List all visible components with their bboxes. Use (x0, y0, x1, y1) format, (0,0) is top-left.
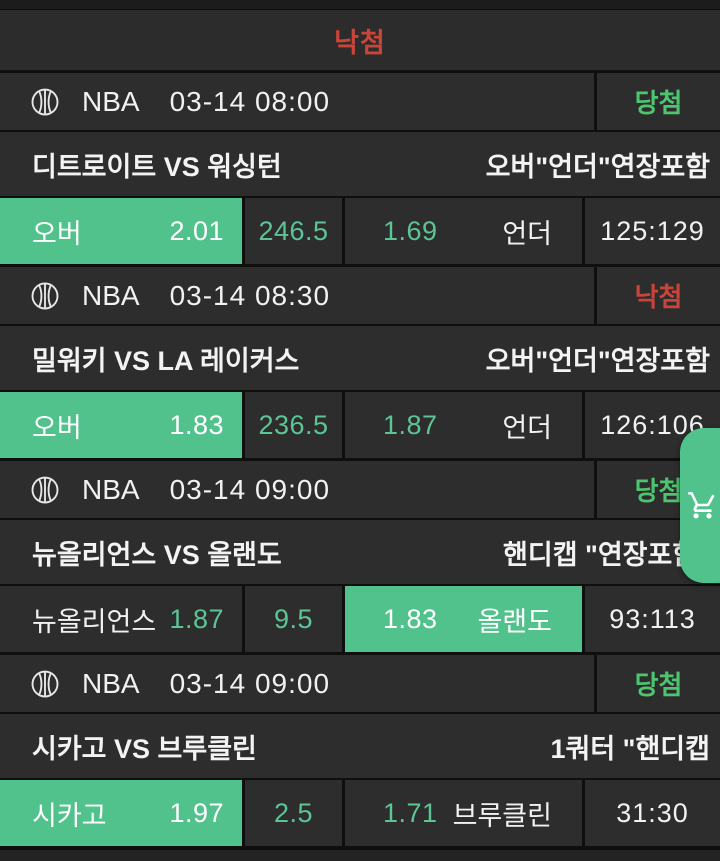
bet-option-left[interactable]: 시카고 1.97 (0, 780, 245, 846)
bet-option-label: 브루클린 (452, 800, 552, 831)
result-text: 당첨 (634, 670, 683, 700)
overall-result-text: 낙첨 (334, 27, 386, 58)
bet-option-odds: 1.87 (383, 409, 438, 440)
bet-option-label: 올랜도 (477, 606, 552, 637)
matchup-row: 시카고 VS 브루클린 1쿼터 "핸디캡 (0, 714, 720, 780)
bet-option-label: 오버 (32, 218, 82, 249)
bet-option-odds: 1.87 (169, 603, 224, 634)
game-card: NBA 03-14 09:00 당첨 시카고 VS 브루클린 1쿼터 "핸디캡 … (0, 655, 720, 849)
game-card: NBA 03-14 08:00 당첨 디트로이트 VS 워싱턴 오버"언더"연장… (0, 73, 720, 267)
matchup-teams: 디트로이트 VS 워싱턴 (32, 151, 282, 182)
game-header-row: NBA 03-14 08:00 당첨 (0, 73, 720, 132)
top-divider (0, 0, 720, 10)
cart-icon (687, 490, 718, 521)
result-text: 낙첨 (634, 282, 683, 312)
matchup-row: 밀워키 VS LA 레이커스 오버"언더"연장포함 (0, 326, 720, 392)
bet-line-value: 246.5 (258, 215, 329, 246)
bet-option-right[interactable]: 1.87 언더 (345, 392, 585, 458)
result-cell: 낙첨 (597, 267, 720, 324)
game-header-row: NBA 03-14 08:30 낙첨 (0, 267, 720, 326)
result-text: 당첨 (634, 88, 683, 118)
bet-type-label: 1쿼터 "핸디캡 (550, 733, 710, 764)
bet-option-odds: 1.83 (383, 603, 438, 634)
bet-option-label: 언더 (502, 218, 552, 249)
basketball-icon (30, 669, 60, 699)
final-score: 93:113 (609, 603, 696, 634)
bet-option-label: 언더 (502, 412, 552, 443)
game-datetime: 03-14 08:00 (169, 85, 331, 117)
basketball-icon (30, 475, 60, 505)
bet-line-value: 2.5 (273, 797, 314, 828)
final-score: 31:30 (616, 797, 689, 828)
league-label: NBA (82, 279, 140, 311)
game-datetime: 03-14 08:30 (169, 279, 331, 311)
bet-option-right[interactable]: 1.83 올랜도 (345, 586, 585, 652)
game-card: NBA 03-14 08:30 낙첨 밀워키 VS LA 레이커스 오버"언더"… (0, 267, 720, 461)
bet-type-label: 핸디캡 "연장포함" (503, 539, 710, 570)
bet-option-left[interactable]: 오버 2.01 (0, 198, 245, 264)
basketball-icon (30, 87, 60, 117)
bottom-divider (0, 849, 720, 861)
bet-type-label: 오버"언더"연장포함 (485, 151, 710, 182)
bet-option-left[interactable]: 오버 1.83 (0, 392, 245, 458)
bet-line-cell: 2.5 (245, 780, 345, 846)
score-cell: 93:113 (585, 586, 720, 652)
bet-row: 오버 2.01 246.5 1.69 언더 125:129 (0, 198, 720, 267)
game-datetime: 03-14 09:00 (169, 473, 331, 505)
bet-option-label: 오버 (32, 412, 82, 443)
bet-cart-button[interactable] (680, 428, 720, 583)
result-text: 당첨 (634, 476, 683, 506)
bet-option-left[interactable]: 뉴올리언스 1.87 (0, 586, 245, 652)
league-label: NBA (82, 85, 140, 117)
game-info: NBA 03-14 09:00 (0, 655, 597, 712)
result-cell: 당첨 (597, 73, 720, 130)
bet-option-odds: 2.01 (169, 215, 224, 246)
game-info: NBA 03-14 09:00 (0, 461, 597, 518)
score-cell: 125:129 (585, 198, 720, 264)
matchup-row: 뉴올리언스 VS 올랜도 핸디캡 "연장포함" (0, 520, 720, 586)
bet-type-label: 오버"언더"연장포함 (485, 345, 710, 376)
bet-option-odds: 1.97 (169, 797, 224, 828)
result-cell: 당첨 (597, 655, 720, 712)
bet-option-right[interactable]: 1.69 언더 (345, 198, 585, 264)
bet-option-right[interactable]: 1.71 브루클린 (345, 780, 585, 846)
bet-row: 뉴올리언스 1.87 9.5 1.83 올랜도 93:113 (0, 586, 720, 655)
matchup-teams: 뉴올리언스 VS 올랜도 (32, 539, 282, 570)
bet-row: 오버 1.83 236.5 1.87 언더 126:106 (0, 392, 720, 461)
bet-line-cell: 246.5 (245, 198, 345, 264)
game-info: NBA 03-14 08:30 (0, 267, 597, 324)
bet-option-label: 뉴올리언스 (32, 606, 157, 637)
game-header-row: NBA 03-14 09:00 당첨 (0, 461, 720, 520)
bet-option-odds: 1.71 (383, 797, 438, 828)
game-info: NBA 03-14 08:00 (0, 73, 597, 130)
bet-option-odds: 1.83 (169, 409, 224, 440)
bet-option-odds: 1.69 (383, 215, 438, 246)
game-header-row: NBA 03-14 09:00 당첨 (0, 655, 720, 714)
result-banner: 낙첨 (0, 10, 720, 73)
matchup-teams: 밀워키 VS LA 레이커스 (32, 345, 300, 376)
bet-option-label: 시카고 (32, 800, 107, 831)
league-label: NBA (82, 667, 140, 699)
bet-row: 시카고 1.97 2.5 1.71 브루클린 31:30 (0, 780, 720, 849)
final-score: 125:129 (600, 215, 705, 246)
matchup-row: 디트로이트 VS 워싱턴 오버"언더"연장포함 (0, 132, 720, 198)
bet-line-cell: 9.5 (245, 586, 345, 652)
league-label: NBA (82, 473, 140, 505)
game-datetime: 03-14 09:00 (169, 667, 331, 699)
basketball-icon (30, 281, 60, 311)
score-cell: 31:30 (585, 780, 720, 846)
game-card: NBA 03-14 09:00 당첨 뉴올리언스 VS 올랜도 핸디캡 "연장포… (0, 461, 720, 655)
bet-line-cell: 236.5 (245, 392, 345, 458)
matchup-teams: 시카고 VS 브루클린 (32, 733, 257, 764)
bet-line-value: 9.5 (273, 603, 314, 634)
bet-line-value: 236.5 (258, 409, 329, 440)
